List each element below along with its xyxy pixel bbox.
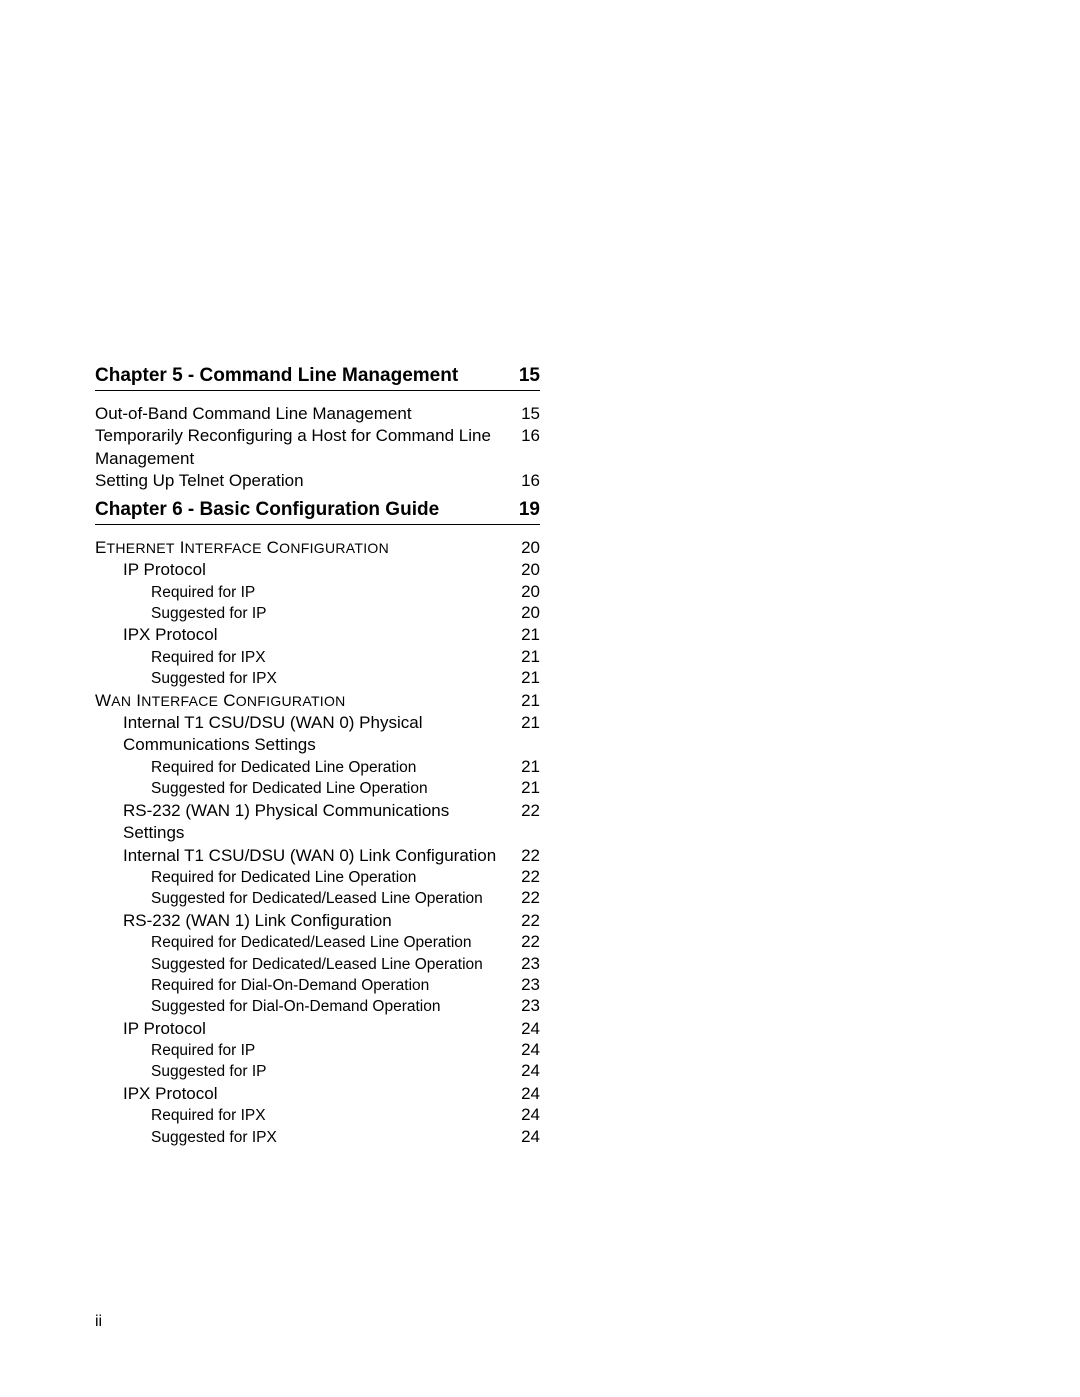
- toc-entry-page: 24: [510, 1127, 540, 1147]
- toc-entry-text: Internal T1 CSU/DSU (WAN 0) Physical Com…: [95, 712, 510, 757]
- chapter-heading: Chapter 5 - Command Line Management15: [95, 365, 540, 391]
- toc-entry: Suggested for Dedicated/Leased Line Oper…: [95, 888, 540, 909]
- toc-entry-page: 24: [510, 1084, 540, 1104]
- toc-entry-text: Suggested for IP: [95, 603, 510, 624]
- toc-entry-page: 21: [510, 713, 540, 733]
- toc-entry-page: 20: [510, 582, 540, 602]
- toc-entry-page: 21: [510, 668, 540, 688]
- toc-entry: Suggested for Dedicated Line Operation21: [95, 778, 540, 799]
- toc-entry: Required for IPX21: [95, 647, 540, 668]
- chapter-title: Chapter 5 - Command Line Management: [95, 365, 519, 387]
- toc-entry-text: Required for IPX: [95, 647, 510, 668]
- toc-entry-page: 22: [510, 932, 540, 952]
- toc-entry-text: Required for Dedicated Line Operation: [95, 757, 510, 778]
- toc-entry-page: 21: [510, 647, 540, 667]
- toc-entry-text: Suggested for IPX: [95, 668, 510, 689]
- toc-entry-page: 21: [510, 691, 540, 711]
- toc-entry-text: Required for IP: [95, 1040, 510, 1061]
- toc-entry: Ethernet Interface Configuration20: [95, 537, 540, 559]
- toc-entry-page: 22: [510, 801, 540, 821]
- toc-entry-page: 20: [510, 603, 540, 623]
- toc-entry: Suggested for Dedicated/Leased Line Oper…: [95, 954, 540, 975]
- toc-entry-text: Suggested for Dial-On-Demand Operation: [95, 996, 510, 1017]
- toc-entry-page: 24: [510, 1040, 540, 1060]
- toc-entry-text: Suggested for Dedicated Line Operation: [95, 778, 510, 799]
- toc-entry-text: Required for Dial-On-Demand Operation: [95, 975, 510, 996]
- toc-content: Chapter 5 - Command Line Management15Out…: [95, 365, 540, 1154]
- toc-entry-text: IP Protocol: [95, 559, 510, 581]
- toc-entry-text: RS-232 (WAN 1) Link Configuration: [95, 910, 510, 932]
- toc-entry: Required for Dial-On-Demand Operation23: [95, 975, 540, 996]
- toc-entry: Required for IPX24: [95, 1105, 540, 1126]
- toc-entry: Suggested for IPX24: [95, 1127, 540, 1148]
- toc-entry-page: 24: [510, 1061, 540, 1081]
- toc-entry-text: WAN Interface Configuration: [95, 690, 510, 712]
- toc-entry-text: Suggested for Dedicated/Leased Line Oper…: [95, 954, 510, 975]
- toc-entry: IPX Protocol21: [95, 624, 540, 646]
- toc-entry: Required for IP24: [95, 1040, 540, 1061]
- toc-entry-text: Suggested for Dedicated/Leased Line Oper…: [95, 888, 510, 909]
- toc-entry: Required for Dedicated/Leased Line Opera…: [95, 932, 540, 953]
- toc-entry-text: Ethernet Interface Configuration: [95, 537, 510, 559]
- toc-entry: Required for Dedicated Line Operation22: [95, 867, 540, 888]
- toc-entry: IP Protocol24: [95, 1018, 540, 1040]
- toc-entry: Suggested for IP24: [95, 1061, 540, 1082]
- toc-entry-text: Suggested for IPX: [95, 1127, 510, 1148]
- toc-entry-page: 22: [510, 911, 540, 931]
- toc-entry-text: Suggested for IP: [95, 1061, 510, 1082]
- toc-entry-text: Required for IP: [95, 582, 510, 603]
- toc-entry-text: Required for Dedicated/Leased Line Opera…: [95, 932, 510, 953]
- toc-entry-text: RS-232 (WAN 1) Physical Communications S…: [95, 800, 510, 845]
- document-page: Chapter 5 - Command Line Management15Out…: [0, 0, 1080, 1397]
- toc-entry: RS-232 (WAN 1) Link Configuration22: [95, 910, 540, 932]
- toc-entry-page: 16: [510, 471, 540, 491]
- toc-entry-page: 22: [510, 846, 540, 866]
- toc-entry: IPX Protocol24: [95, 1083, 540, 1105]
- toc-entry: Suggested for Dial-On-Demand Operation23: [95, 996, 540, 1017]
- toc-entry-page: 23: [510, 975, 540, 995]
- toc-entry-text: Setting Up Telnet Operation: [95, 470, 510, 492]
- toc-entry-page: 21: [510, 625, 540, 645]
- toc-entry-text: IPX Protocol: [95, 1083, 510, 1105]
- chapter-page-number: 15: [519, 365, 540, 387]
- chapter-title: Chapter 6 - Basic Configuration Guide: [95, 499, 519, 521]
- toc-entry-text: Required for IPX: [95, 1105, 510, 1126]
- toc-entry-page: 16: [510, 426, 540, 446]
- toc-entry-page: 21: [510, 757, 540, 777]
- toc-entry-text: Out-of-Band Command Line Management: [95, 403, 510, 425]
- toc-entry: Suggested for IP20: [95, 603, 540, 624]
- toc-entry-text: Temporarily Reconfiguring a Host for Com…: [95, 425, 510, 470]
- toc-entry: Required for Dedicated Line Operation21: [95, 757, 540, 778]
- toc-entry-text: Required for Dedicated Line Operation: [95, 867, 510, 888]
- toc-entry: RS-232 (WAN 1) Physical Communications S…: [95, 800, 540, 845]
- chapter-heading: Chapter 6 - Basic Configuration Guide19: [95, 499, 540, 525]
- toc-entry: Suggested for IPX21: [95, 668, 540, 689]
- toc-entry-page: 24: [510, 1019, 540, 1039]
- toc-entry-page: 23: [510, 996, 540, 1016]
- toc-entry-page: 20: [510, 538, 540, 558]
- toc-entry: IP Protocol20: [95, 559, 540, 581]
- spacer: [95, 1148, 540, 1154]
- toc-entry-text: IP Protocol: [95, 1018, 510, 1040]
- toc-entry-page: 21: [510, 778, 540, 798]
- toc-entry: Out-of-Band Command Line Management15: [95, 403, 540, 425]
- toc-entry-page: 20: [510, 560, 540, 580]
- toc-entry-page: 23: [510, 954, 540, 974]
- toc-entry-page: 22: [510, 888, 540, 908]
- chapter-page-number: 19: [519, 499, 540, 521]
- toc-entry: Internal T1 CSU/DSU (WAN 0) Physical Com…: [95, 712, 540, 757]
- toc-entry: Required for IP20: [95, 582, 540, 603]
- toc-entry-page: 15: [510, 404, 540, 424]
- toc-entry: WAN Interface Configuration21: [95, 690, 540, 712]
- toc-entry-text: Internal T1 CSU/DSU (WAN 0) Link Configu…: [95, 845, 510, 867]
- toc-entry-page: 22: [510, 867, 540, 887]
- toc-entry-text: IPX Protocol: [95, 624, 510, 646]
- toc-entry: Internal T1 CSU/DSU (WAN 0) Link Configu…: [95, 845, 540, 867]
- toc-entry: Temporarily Reconfiguring a Host for Com…: [95, 425, 540, 470]
- toc-entry: Setting Up Telnet Operation16: [95, 470, 540, 492]
- toc-entry-page: 24: [510, 1105, 540, 1125]
- page-number-footer: ii: [95, 1313, 102, 1331]
